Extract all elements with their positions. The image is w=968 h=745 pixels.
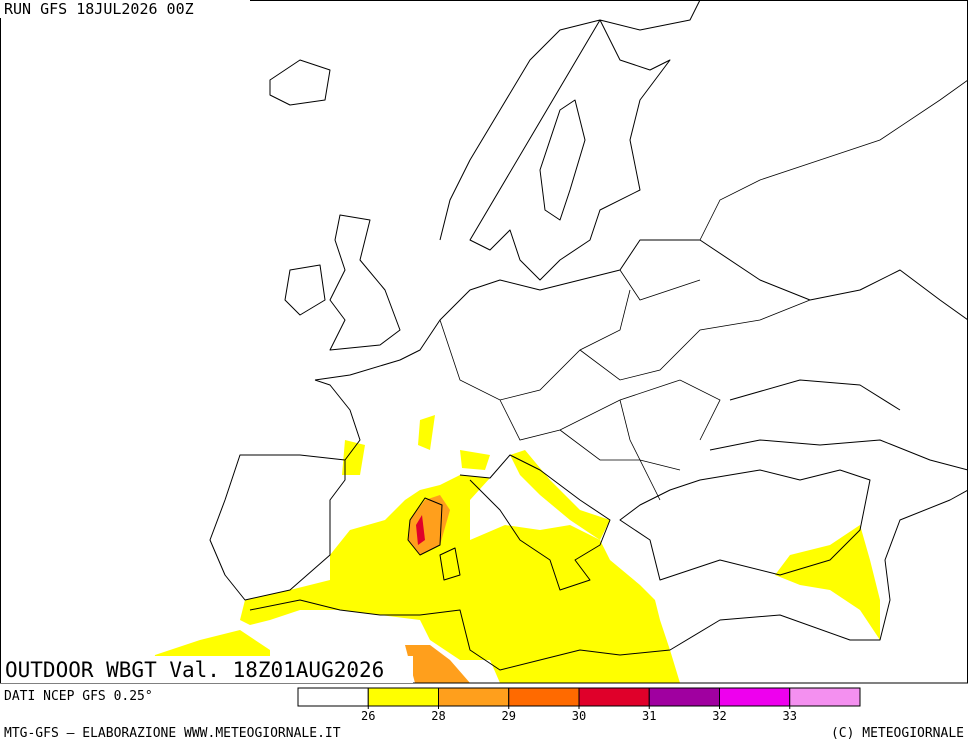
- colorbar: 26 28 29 30 31 32 33: [297, 687, 861, 723]
- coastline: [407, 497, 461, 581]
- colorbar-box: [297, 687, 369, 707]
- colorbar-box: [508, 687, 580, 707]
- title-box: [1, 656, 413, 683]
- wbgt-area: [342, 440, 365, 475]
- colorbar-label: 26: [361, 709, 375, 723]
- coastline: [709, 379, 968, 471]
- colorbar-box: [438, 687, 510, 707]
- wbgt-area: [775, 525, 880, 640]
- map-title: OUTDOOR WBGT Val. 18Z01AUG2026: [5, 658, 384, 682]
- colorbar-box: [789, 687, 861, 707]
- border: [439, 79, 968, 501]
- coastline: [269, 59, 331, 106]
- wbgt-area: [416, 515, 425, 545]
- colorbar-box: [648, 687, 720, 707]
- colorbar-label: 29: [502, 709, 516, 723]
- map: [0, 0, 968, 684]
- colorbar-box: [578, 687, 650, 707]
- wbgt-area: [510, 450, 610, 540]
- source: DATI NCEP GFS 0.25°: [4, 689, 153, 704]
- wbgt-area: [418, 415, 435, 450]
- wbgt-area: [460, 450, 490, 470]
- copyright: (C) METEOGIORNALE: [831, 726, 964, 741]
- coastline: [314, 379, 611, 591]
- coastline: [284, 214, 401, 351]
- credit: MTG-GFS — ELABORAZIONE WWW.METEOGIORNALE…: [4, 726, 341, 741]
- run-box: [0, 0, 250, 18]
- colorbar-label: 28: [431, 709, 445, 723]
- colorbar-label: 30: [572, 709, 586, 723]
- coastline: [619, 469, 871, 581]
- run-label: RUN GFS 18JUL2026 00Z: [4, 0, 194, 18]
- coastline: [439, 0, 701, 281]
- wbgt-area: [405, 645, 470, 683]
- coastline: [249, 489, 968, 671]
- coastline: [314, 239, 968, 381]
- colorbar-box: [367, 687, 439, 707]
- colorbar-label: 33: [783, 709, 797, 723]
- colorbar-label: 32: [712, 709, 726, 723]
- colorbar-box: [719, 687, 791, 707]
- wbgt-area: [240, 475, 680, 683]
- colorbar-label: 31: [642, 709, 656, 723]
